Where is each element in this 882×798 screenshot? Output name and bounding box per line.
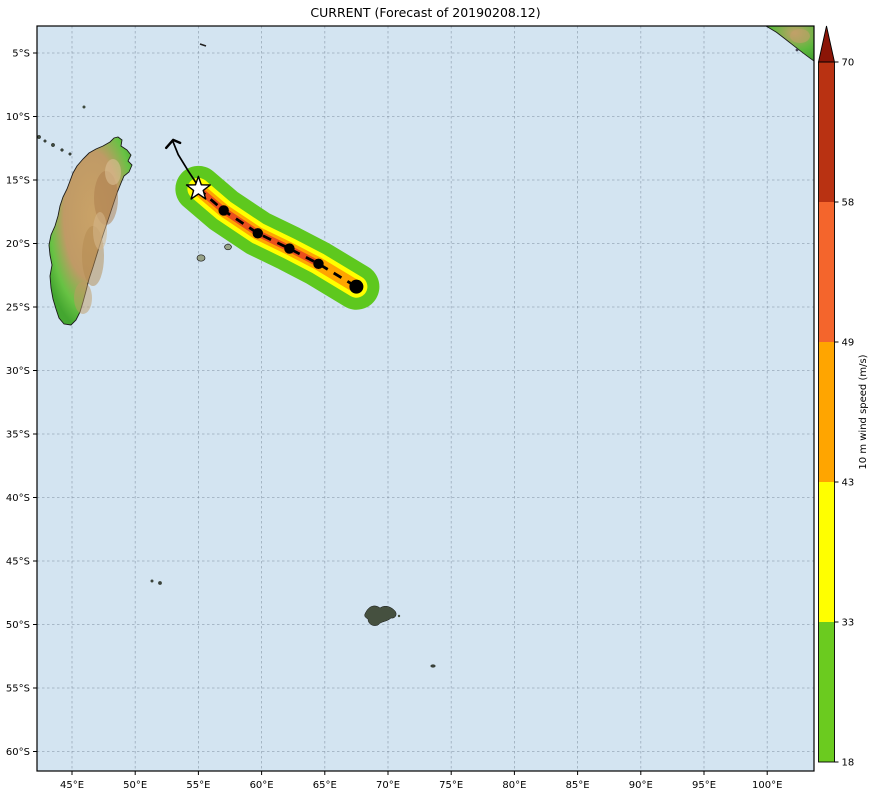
forecast-position-dot — [349, 279, 364, 294]
wind-speed-colorbar: 18 33 43 49 58 70 10 m wind speed (m/s) — [817, 25, 869, 769]
madagascar-highlands — [74, 159, 121, 314]
forecast-position-dot — [218, 205, 229, 216]
y-tick-label: 55°S — [6, 684, 30, 695]
x-tick-label: 65°E — [313, 780, 337, 791]
colorbar-tick-label: 49 — [842, 338, 855, 349]
x-tick-label: 50°E — [123, 780, 147, 791]
colorbar-segment — [818, 62, 835, 202]
aldabra-island — [82, 105, 86, 109]
y-tick-label: 25°S — [6, 303, 30, 314]
kerguelen-islet — [397, 614, 401, 618]
mauritius-island — [224, 243, 232, 251]
y-tick-label: 15°S — [6, 176, 30, 187]
x-tick-label: 60°E — [250, 780, 274, 791]
map-frame — [36, 25, 815, 772]
y-tick-label: 45°S — [6, 557, 30, 568]
x-tick-label: 100°E — [752, 780, 782, 791]
x-tick-label: 55°E — [186, 780, 210, 791]
ocean-background — [37, 26, 814, 771]
colorbar-extend-arrow — [817, 25, 836, 63]
colorbar-tick-label: 70 — [842, 58, 855, 69]
y-tick-label: 30°S — [6, 366, 30, 377]
x-tick-label: 85°E — [566, 780, 590, 791]
x-tick-label: 45°E — [60, 780, 84, 791]
y-tick-label: 20°S — [6, 239, 30, 250]
kerguelen-island — [364, 605, 397, 626]
seychelles-island — [199, 43, 207, 47]
past-track-start-barb — [164, 138, 182, 150]
reunion-island — [196, 254, 206, 262]
y-tick-label: 10°S — [6, 112, 30, 123]
colorbar-segment — [818, 202, 835, 342]
y-tick-label: 40°S — [6, 493, 30, 504]
y-tick-label: 5°S — [12, 49, 30, 60]
current-position-star — [185, 175, 212, 200]
sumatra-highlands — [790, 29, 810, 43]
y-tick-label: 50°S — [6, 620, 30, 631]
x-tick-label: 90°E — [629, 780, 653, 791]
crozet-islands — [150, 579, 162, 585]
comoros-islands — [37, 135, 72, 156]
forecast-position-dot — [313, 258, 324, 270]
gridlines — [37, 26, 814, 771]
x-tick-label: 75°E — [439, 780, 463, 791]
y-tick-label: 35°S — [6, 430, 30, 441]
x-tick-label: 70°E — [376, 780, 400, 791]
chart-title: CURRENT (Forecast of 20190208.12) — [310, 5, 541, 20]
axis-ticks-and-labels: 45°E 50°E 55°E 60°E 65°E 70°E 75°E 80°E 85°E 90°E… — [6, 49, 782, 792]
forecast-position-dot — [252, 228, 264, 239]
colorbar-tick-label: 33 — [842, 618, 855, 629]
colorbar-axis-label: 10 m wind speed (m/s) — [858, 354, 869, 469]
y-tick-label: 60°S — [6, 747, 30, 758]
x-tick-label: 80°E — [502, 780, 526, 791]
colorbar-segment — [818, 622, 835, 762]
colorbar-tick-label: 43 — [842, 478, 855, 489]
colorbar-tick-label: 18 — [842, 758, 855, 769]
storm-track — [164, 138, 380, 310]
colorbar-segment — [818, 482, 835, 622]
heard-island — [430, 664, 436, 668]
colorbar-tick-label: 58 — [842, 198, 855, 209]
forecast-track-dashed-line — [197, 187, 358, 288]
land-features — [37, 26, 814, 668]
sumatra-offshore-island — [795, 48, 799, 52]
forecast-position-dot — [284, 243, 295, 254]
colorbar-segment — [818, 342, 835, 482]
x-tick-label: 95°E — [692, 780, 716, 791]
